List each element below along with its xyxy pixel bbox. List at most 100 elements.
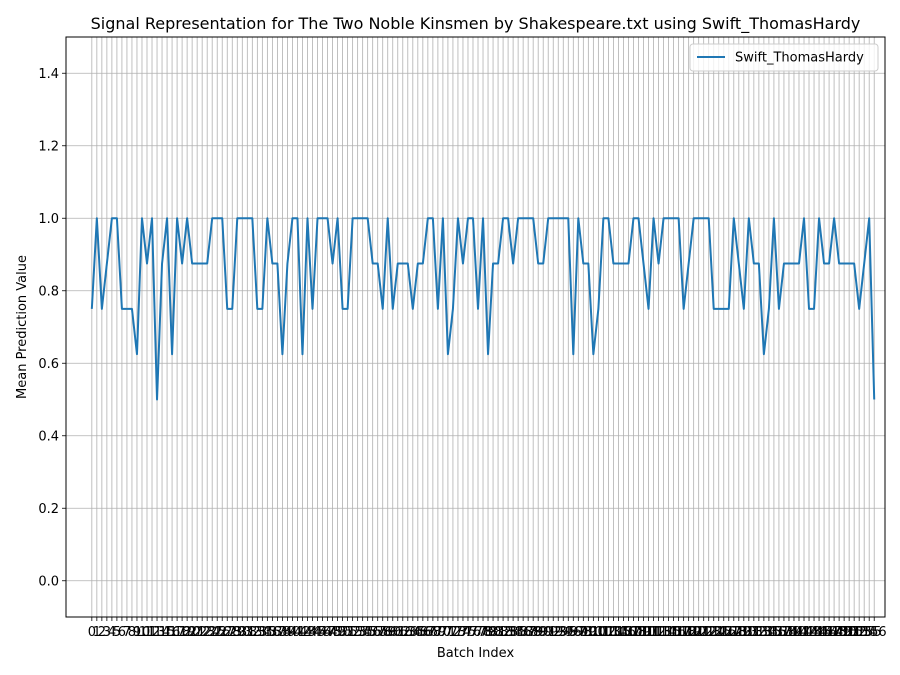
x-tick-label: 123 [696, 625, 721, 640]
x-tick-label: 47 [319, 625, 336, 640]
x-tick-label: 45 [309, 625, 326, 640]
x-tick-label: 63 [400, 625, 417, 640]
x-tick-label: 131 [736, 625, 761, 640]
x-tick-label: 150 [832, 625, 857, 640]
x-tick-label: 74 [455, 625, 472, 640]
y-tick-label: 1.0 [38, 212, 59, 227]
x-tick-label: 147 [817, 625, 842, 640]
x-tick-label: 146 [812, 625, 837, 640]
x-tick-label: 51 [339, 625, 356, 640]
x-tick-label: 31 [239, 625, 256, 640]
x-tick-label: 114 [651, 625, 676, 640]
x-tick-label: 2 [98, 625, 106, 640]
x-tick-label: 109 [626, 625, 651, 640]
x-tick-label: 154 [852, 625, 877, 640]
x-tick-label: 122 [691, 625, 716, 640]
x-tick-label: 0 [88, 625, 96, 640]
x-tick-label: 67 [420, 625, 437, 640]
x-tick-label: 10 [134, 625, 151, 640]
x-tick-label: 44 [304, 625, 321, 640]
x-tick-label: 111 [636, 625, 661, 640]
x-tick-label: 23 [199, 625, 216, 640]
x-tick-label: 77 [470, 625, 487, 640]
x-tick-label: 115 [656, 625, 681, 640]
x-tick-label: 96 [565, 625, 582, 640]
x-tick-label: 21 [189, 625, 206, 640]
x-tick-label: 11 [139, 625, 156, 640]
x-tick-label: 103 [596, 625, 621, 640]
x-tick-label: 130 [731, 625, 756, 640]
x-tick-label: 129 [726, 625, 751, 640]
x-tick-label: 92 [545, 625, 562, 640]
x-tick-label: 82 [495, 625, 512, 640]
x-tick-label: 59 [379, 625, 396, 640]
x-tick-label: 155 [857, 625, 882, 640]
x-tick-label: 4 [108, 625, 116, 640]
x-tick-label: 18 [174, 625, 191, 640]
x-tick-label: 38 [274, 625, 291, 640]
x-tick-label: 98 [575, 625, 592, 640]
x-tick-label: 83 [500, 625, 517, 640]
x-tick-label: 52 [344, 625, 361, 640]
x-tick-label: 46 [314, 625, 331, 640]
y-axis-label: Mean Prediction Value [15, 255, 30, 399]
x-tick-label: 17 [169, 625, 186, 640]
x-tick-label: 141 [787, 625, 812, 640]
x-tick-label: 108 [621, 625, 646, 640]
legend-box [689, 43, 879, 72]
legend: Swift_ThomasHardy [689, 43, 879, 72]
x-tick-label: 125 [706, 625, 731, 640]
x-tick-label: 62 [395, 625, 412, 640]
x-axis-label: Batch Index [437, 646, 515, 661]
y-tick-label: 0.8 [38, 284, 59, 299]
x-tick-label: 80 [485, 625, 502, 640]
x-tick-label: 41 [289, 625, 306, 640]
x-tick-label: 128 [721, 625, 746, 640]
x-tick-label: 55 [359, 625, 376, 640]
x-tick-label: 139 [777, 625, 802, 640]
x-tick-label: 8 [128, 625, 136, 640]
axes-frame [65, 36, 886, 618]
x-tick-label: 116 [661, 625, 686, 640]
x-tick-label: 88 [525, 625, 542, 640]
x-tick-label: 90 [535, 625, 552, 640]
x-tick-label: 91 [540, 625, 557, 640]
x-tick-label: 68 [425, 625, 442, 640]
x-tick-label: 101 [586, 625, 611, 640]
x-tick-label: 42 [294, 625, 311, 640]
x-axis-ticks: 0123456789101112131415161718192021222324… [88, 617, 887, 640]
x-tick-label: 25 [209, 625, 226, 640]
x-tick-label: 156 [862, 625, 887, 640]
x-tick-label: 7 [123, 625, 131, 640]
x-tick-label: 1 [93, 625, 101, 640]
x-tick-label: 100 [581, 625, 606, 640]
y-gridlines [66, 72, 885, 582]
x-tick-label: 113 [646, 625, 671, 640]
x-tick-label: 39 [279, 625, 296, 640]
x-tick-label: 76 [465, 625, 482, 640]
x-tick-label: 34 [254, 625, 271, 640]
x-tick-label: 107 [616, 625, 641, 640]
chart-title: Signal Representation for The Two Noble … [91, 14, 861, 34]
x-tick-label: 153 [847, 625, 872, 640]
x-tick-label: 5 [113, 625, 121, 640]
x-tick-label: 119 [676, 625, 701, 640]
x-tick-label: 36 [264, 625, 281, 640]
x-tick-label: 13 [149, 625, 166, 640]
x-tick-label: 60 [384, 625, 401, 640]
x-tick-label: 56 [364, 625, 381, 640]
x-tick-label: 15 [159, 625, 176, 640]
x-tick-label: 19 [179, 625, 196, 640]
x-tick-label: 37 [269, 625, 286, 640]
x-tick-label: 93 [550, 625, 567, 640]
x-tick-label: 43 [299, 625, 316, 640]
x-tick-label: 6 [118, 625, 126, 640]
x-tick-label: 94 [555, 625, 572, 640]
x-tick-label: 89 [530, 625, 547, 640]
x-tick-label: 112 [641, 625, 666, 640]
x-tick-label: 145 [807, 625, 832, 640]
x-tick-label: 12 [144, 625, 161, 640]
x-tick-label: 95 [560, 625, 577, 640]
x-tick-label: 132 [741, 625, 766, 640]
